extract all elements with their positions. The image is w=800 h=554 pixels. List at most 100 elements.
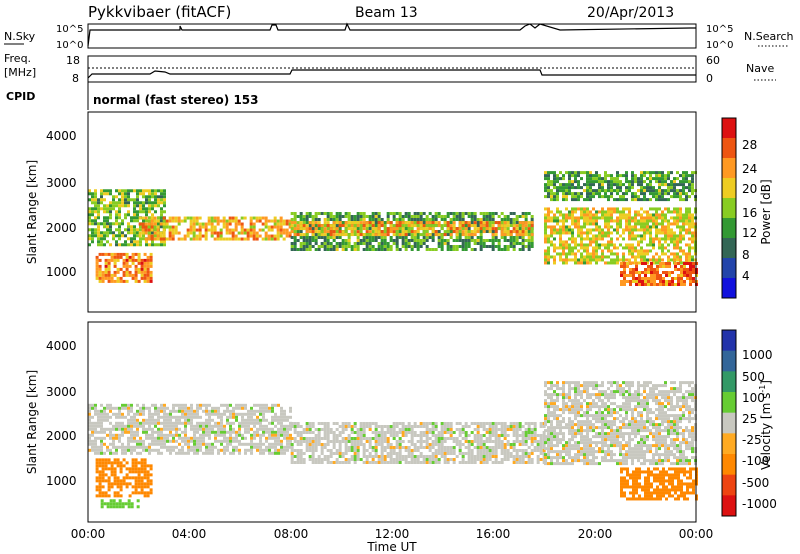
power-cell [559,234,562,238]
power-cell [671,277,674,280]
velocity-cell [283,448,286,452]
velocity-cell [323,428,327,431]
power-cell [353,224,357,228]
power-cell [673,210,676,214]
velocity-cell [326,458,330,461]
velocity-cell [184,421,187,425]
velocity-cell [283,412,286,416]
power-cell [610,195,613,199]
velocity-cell [268,406,271,410]
beam-label: Beam 13 [355,5,418,21]
velocity-cell [217,427,220,431]
velocity-cell [398,452,402,455]
power-cell [156,231,160,235]
velocity-cell [536,458,540,461]
power-cell [473,224,477,228]
power-cell [595,210,598,214]
velocity-cell [98,482,102,486]
velocity-cell [476,440,480,443]
velocity-cell [488,452,492,455]
power-cell [177,231,181,235]
power-cell [97,198,100,202]
power-cell [464,221,468,225]
power-cell [159,234,163,238]
power-cell [680,271,683,274]
power-cell [547,237,550,241]
velocity-cell [238,403,241,407]
power-cell [100,192,103,196]
power-cell [607,219,610,223]
power-cell [488,212,492,215]
velocity-cell [371,458,375,461]
power-cell [644,274,647,277]
power-cell [434,248,438,251]
power-cell [347,212,351,215]
power-cell [455,212,459,215]
velocity-cell [100,427,103,431]
power-cell [344,248,348,251]
velocity-cell [467,455,471,458]
power-cell [631,246,634,250]
velocity-cell [208,433,211,437]
velocity-cell [500,434,504,437]
velocity-cell [116,479,120,483]
velocity-cell [440,455,444,458]
velocity-cell [353,461,357,464]
power-cell [650,283,653,286]
velocity-cell [259,445,262,449]
power-cell [431,215,435,218]
power-cell [91,234,94,238]
power-cell [559,231,562,235]
power-cell [565,261,568,265]
velocity-cell [398,443,402,446]
power-cell [94,198,97,202]
velocity-cell [199,415,202,419]
velocity-cell [238,442,241,446]
velocity-cell [148,436,151,440]
velocity-cell [299,434,303,437]
velocity-cell [500,458,504,461]
power-cell [395,230,399,234]
velocity-cell [494,428,498,431]
power-cell [350,224,354,228]
power-cell [127,201,130,205]
power-cell [186,231,190,235]
velocity-cell [533,431,537,434]
power-cell [279,219,283,223]
power-cell [154,234,157,238]
velocity-cell [247,421,250,425]
power-cell [583,210,586,214]
power-cell [130,189,133,193]
power-cell [598,216,601,220]
power-cell [404,221,408,225]
velocity-cell [121,433,124,437]
velocity-cell [115,412,118,416]
power-cell [264,231,268,235]
power-cell [656,268,659,271]
power-cell [646,249,649,253]
velocity-cell [91,430,94,434]
power-cell [634,249,637,253]
power-cell [589,222,592,226]
velocity-cell [530,440,534,443]
velocity-cell [389,446,393,449]
power-cell [97,216,100,220]
velocity-cell [113,467,117,471]
power-cell [556,174,559,178]
power-cell [380,242,384,245]
power-cell [571,207,574,211]
power-cell [616,255,619,259]
power-cell [553,231,556,235]
velocity-cell [125,485,129,489]
velocity-cell [302,458,306,461]
power-cell [377,248,381,251]
velocity-cell [127,448,130,452]
velocity-cell [374,452,378,455]
velocity-cell [305,422,309,425]
velocity-cell [163,439,166,443]
velocity-cell [146,485,150,489]
power-cell [374,236,378,239]
power-cell [616,207,619,211]
power-cell [157,216,160,220]
velocity-cell [101,461,105,465]
